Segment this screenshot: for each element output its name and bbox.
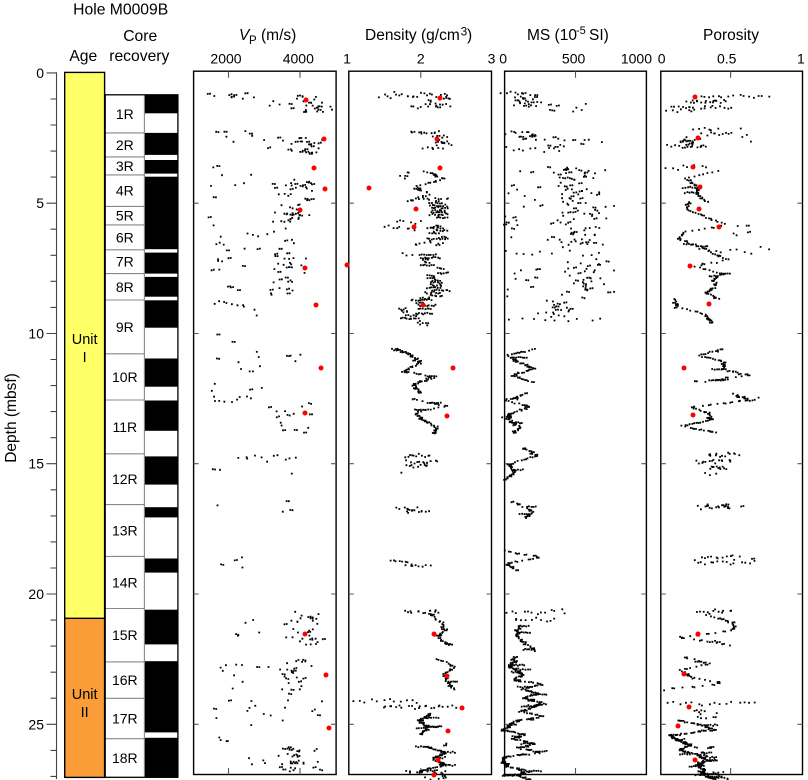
svg-text:0: 0 [658,51,666,67]
svg-text:5R: 5R [116,208,134,224]
svg-text:0: 0 [36,65,44,81]
svg-text:4000: 4000 [283,51,314,67]
svg-text:P: P [249,35,257,47]
svg-text:Depth (mbsf): Depth (mbsf) [3,373,20,463]
svg-text:3: 3 [461,24,468,38]
svg-text:0: 0 [499,51,507,67]
svg-text:17R: 17R [112,711,138,727]
svg-text:2000: 2000 [210,51,241,67]
svg-text:7R: 7R [116,254,134,270]
svg-text:11R: 11R [112,419,137,435]
svg-text:10R: 10R [112,369,138,385]
svg-text:2R: 2R [116,137,134,153]
svg-text:25: 25 [28,716,44,732]
svg-text:5: 5 [36,195,44,211]
svg-text:): ) [467,27,472,44]
svg-text:I: I [83,350,87,366]
svg-text:1R: 1R [116,106,134,122]
svg-text:4R: 4R [116,183,134,199]
svg-text:recovery: recovery [109,48,169,65]
svg-text:MS (10: MS (10 [527,27,577,44]
svg-text:II: II [81,705,89,721]
svg-text:13R: 13R [112,523,138,539]
svg-text:9R: 9R [116,319,134,335]
svg-text:Porosity: Porosity [703,27,759,44]
svg-text:15R: 15R [112,627,138,643]
svg-text:-5: -5 [576,25,586,37]
svg-text:500: 500 [562,51,586,67]
svg-text:SI): SI) [589,27,609,44]
svg-text:V: V [239,27,251,44]
svg-text:16R: 16R [112,672,138,688]
svg-text:3R: 3R [116,158,134,174]
svg-text:1: 1 [343,51,351,67]
svg-text:Unit: Unit [72,332,98,348]
svg-text:6R: 6R [116,229,134,245]
svg-text:14R: 14R [112,575,138,591]
svg-text:20: 20 [28,586,44,602]
svg-text:3: 3 [488,51,496,67]
svg-text:(m/s): (m/s) [261,27,296,44]
svg-text:12R: 12R [112,471,138,487]
svg-text:18R: 18R [112,750,138,766]
svg-text:15: 15 [28,456,44,472]
svg-text:1000: 1000 [621,51,652,67]
svg-text:Density (g/cm: Density (g/cm [365,27,460,44]
svg-text:Hole M0009B: Hole M0009B [73,2,168,19]
svg-text:10: 10 [28,326,44,342]
svg-text:2: 2 [417,51,425,67]
svg-text:Unit: Unit [72,687,98,703]
svg-text:8R: 8R [116,279,134,295]
svg-text:0.5: 0.5 [717,51,737,67]
svg-text:Core: Core [123,28,157,45]
svg-text:Age: Age [69,48,97,65]
svg-text:1: 1 [797,51,805,67]
